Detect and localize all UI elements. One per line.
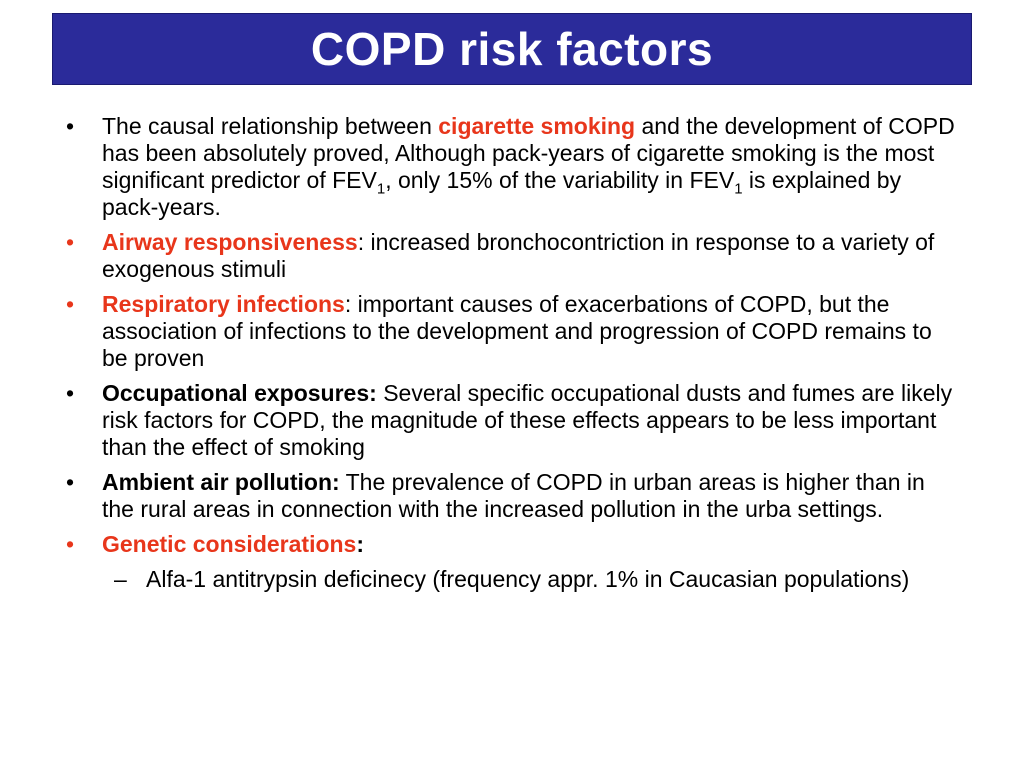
keyword-colon: : bbox=[356, 531, 365, 557]
subscript: 1 bbox=[376, 180, 386, 198]
list-item-cigarette-smoking: • The causal relationship between cigare… bbox=[60, 113, 960, 221]
bullet-icon: • bbox=[65, 531, 75, 557]
bullet-icon: • bbox=[65, 380, 75, 406]
dash-icon: – bbox=[114, 566, 127, 592]
item-text: is explained by pack-years. bbox=[102, 167, 902, 220]
keyword-airway-responsiveness: Airway responsiveness bbox=[102, 229, 358, 255]
keyword-cigarette-smoking: cigarette smoking bbox=[438, 113, 636, 139]
list-item-respiratory-infections: • Respiratory infections: important caus… bbox=[60, 291, 960, 372]
keyword-respiratory-infections: Respiratory infections bbox=[102, 291, 345, 317]
keyword-ambient-air-pollution: Ambient air pollution: bbox=[102, 469, 340, 495]
item-text: , only 15% of the variability in FEV bbox=[385, 167, 735, 193]
bullet-icon: • bbox=[65, 291, 75, 317]
item-text: and the development of COPD has been abs… bbox=[102, 113, 955, 193]
list-item-ambient-air-pollution: • Ambient air pollution: The prevalence … bbox=[60, 469, 960, 523]
sub-list-item: – Alfa-1 antitrypsin deficinecy (frequen… bbox=[102, 566, 960, 593]
item-text: The causal relationship between bbox=[102, 113, 439, 139]
bullet-list: • The causal relationship between cigare… bbox=[60, 113, 960, 593]
item-text: The prevalence of COPD in urban areas is… bbox=[102, 469, 925, 522]
keyword-occupational-exposures: Occupational exposures: bbox=[102, 380, 377, 406]
item-text: : increased bronchocontriction in respon… bbox=[102, 229, 935, 282]
bullet-icon: • bbox=[65, 113, 75, 139]
bullet-icon: • bbox=[65, 229, 75, 255]
list-item-occupational-exposures: • Occupational exposures: Several specif… bbox=[60, 380, 960, 461]
subscript: 1 bbox=[734, 180, 743, 198]
item-text: Several specific occupational dusts and … bbox=[102, 380, 953, 460]
title-bar: COPD risk factors bbox=[52, 13, 972, 85]
item-text: : important causes of exacerbations of C… bbox=[102, 291, 932, 371]
slide-title: COPD risk factors bbox=[310, 23, 714, 75]
sub-item-text: Alfa-1 antitrypsin deficinecy (frequency… bbox=[146, 566, 910, 592]
list-item-genetic-considerations: • Genetic considerations: bbox=[60, 531, 960, 558]
list-item-airway-responsiveness: • Airway responsiveness: increased bronc… bbox=[60, 229, 960, 283]
keyword-genetic-considerations: Genetic considerations bbox=[102, 531, 357, 557]
bullet-icon: • bbox=[65, 469, 75, 495]
